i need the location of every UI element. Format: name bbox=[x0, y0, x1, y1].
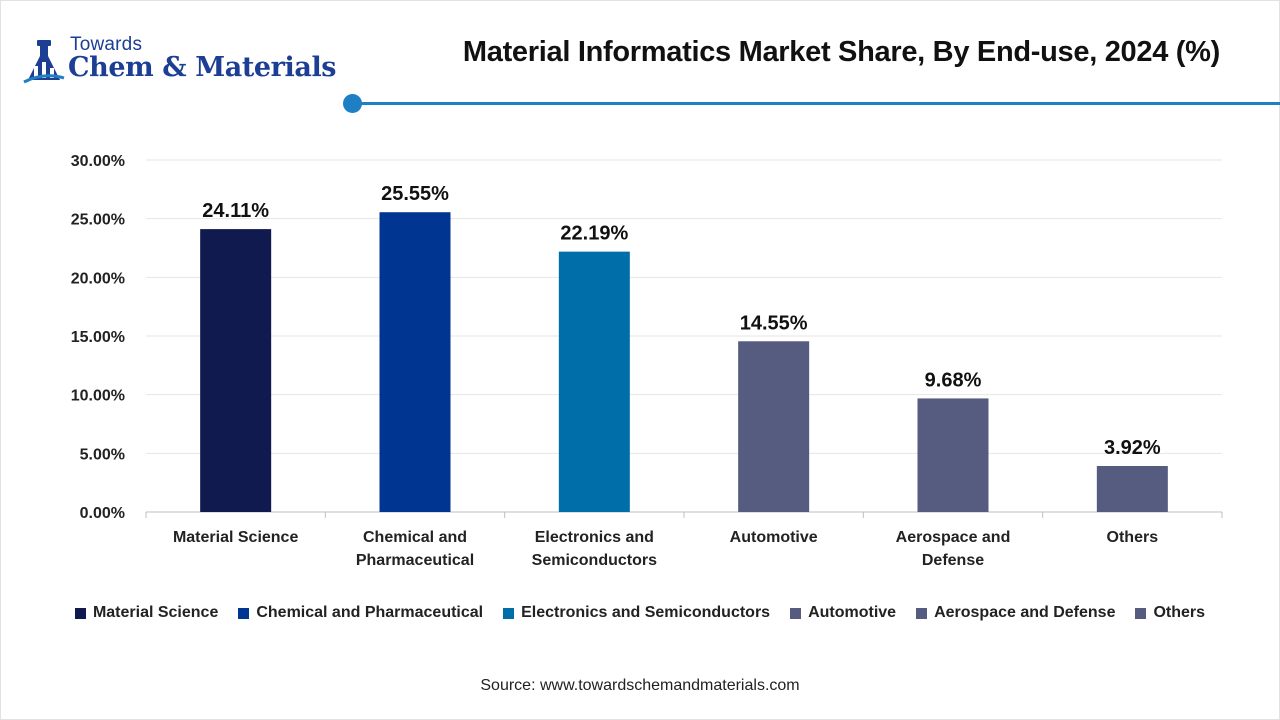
bar bbox=[738, 341, 810, 512]
bar bbox=[558, 251, 630, 512]
legend-item: Automotive bbox=[790, 604, 896, 622]
y-tick-label: 0.00% bbox=[80, 505, 125, 522]
x-tick-label: Automotive bbox=[730, 529, 818, 546]
data-label: 25.55% bbox=[381, 183, 449, 205]
x-tick-label: Pharmaceutical bbox=[356, 552, 474, 569]
bar bbox=[379, 212, 451, 513]
source-note: Source: www.towardschemandmaterials.com bbox=[480, 677, 800, 694]
brand-main: Chem & Materials bbox=[68, 52, 337, 83]
data-label: 22.19% bbox=[560, 223, 628, 245]
legend-swatch bbox=[238, 607, 250, 619]
flask-building-icon bbox=[23, 40, 65, 84]
legend-swatch bbox=[1135, 607, 1147, 619]
legend-item: Electronics and Semiconductors bbox=[503, 604, 770, 622]
legend-label: Electronics and Semiconductors bbox=[521, 604, 771, 621]
legend-item: Aerospace and Defense bbox=[916, 604, 1115, 622]
legend-swatch bbox=[503, 607, 515, 619]
legend-swatch bbox=[790, 607, 802, 619]
x-tick-label: Defense bbox=[922, 552, 984, 569]
x-tick-label: Semiconductors bbox=[532, 552, 657, 569]
y-tick-label: 20.00% bbox=[71, 270, 125, 287]
legend-swatch bbox=[916, 607, 928, 619]
data-label: 14.55% bbox=[740, 312, 808, 334]
y-tick-label: 30.00% bbox=[71, 153, 125, 170]
chart-legend: Material Science Chemical and Pharmaceuti… bbox=[0, 604, 1280, 622]
y-tick-label: 25.00% bbox=[71, 212, 125, 229]
legend-label: Material Science bbox=[92, 604, 219, 621]
legend-label: Automotive bbox=[808, 604, 897, 621]
y-tick-label: 15.00% bbox=[71, 329, 125, 346]
bar bbox=[1096, 466, 1168, 512]
brand-logo: Towards Chem & Materials bbox=[22, 34, 342, 90]
x-tick-label: Others bbox=[1107, 529, 1159, 546]
y-tick-label: 10.00% bbox=[71, 388, 125, 405]
x-tick-label: Chemical and bbox=[363, 529, 467, 546]
bar-chart: 0.00% 5.00% 10.00% 15.00% 20.00% 25.00% 30.00%… bbox=[71, 153, 1223, 569]
title-rule-dot bbox=[343, 94, 362, 113]
bar bbox=[200, 229, 272, 512]
legend-label: Others bbox=[1153, 604, 1206, 621]
legend-item: Others bbox=[1135, 604, 1205, 622]
title-rule bbox=[352, 102, 1280, 105]
data-label: 9.68% bbox=[925, 369, 982, 391]
legend-label: Aerospace and Defense bbox=[934, 604, 1116, 621]
bar bbox=[917, 398, 989, 512]
legend-swatch bbox=[74, 607, 86, 619]
x-tick-label: Aerospace and bbox=[896, 529, 1011, 546]
chart-title: Material Informatics Market Share, By En… bbox=[462, 36, 1220, 68]
y-tick-label: 5.00% bbox=[80, 446, 125, 463]
legend-item: Chemical and Pharmaceutical bbox=[238, 604, 483, 622]
x-tick-label: Electronics and bbox=[535, 529, 654, 546]
legend-label: Chemical and Pharmaceutical bbox=[256, 604, 484, 621]
x-tick-label: Material Science bbox=[173, 529, 299, 546]
data-label: 24.11% bbox=[202, 200, 269, 222]
brand-top: Towards bbox=[70, 34, 143, 55]
data-label: 3.92% bbox=[1104, 437, 1161, 459]
legend-item: Material Science bbox=[74, 604, 219, 622]
